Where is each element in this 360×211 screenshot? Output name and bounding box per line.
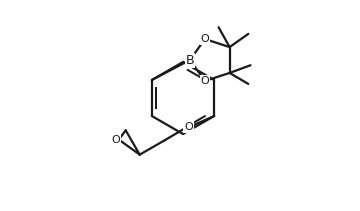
Text: O: O [201,76,210,86]
Text: O: O [184,122,193,132]
Text: O: O [112,135,120,145]
Text: O: O [201,34,210,44]
Text: B: B [185,54,194,66]
